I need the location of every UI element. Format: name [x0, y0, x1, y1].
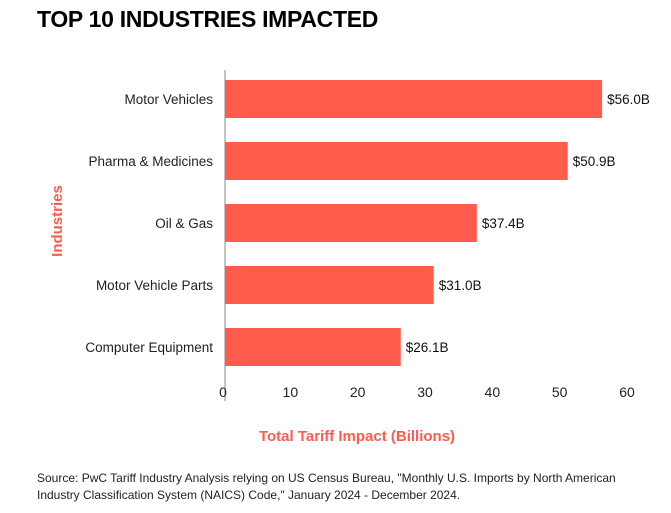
x-tick-labels: 0 10 20 30 40 50 60: [219, 384, 635, 400]
bar: [225, 80, 603, 118]
bars-group: [225, 80, 603, 366]
source-note: Source: PwC Tariff Industry Analysis rel…: [37, 471, 616, 502]
x-tick-label: 50: [552, 384, 568, 400]
x-tick-label: 0: [219, 384, 227, 400]
category-label: Oil & Gas: [155, 216, 213, 231]
category-labels: Motor Vehicles Pharma & Medicines Oil & Ga…: [85, 92, 213, 355]
category-label: Motor Vehicles: [124, 92, 213, 107]
chart-title: TOP 10 INDUSTRIES IMPACTED: [37, 6, 379, 32]
bar-chart: Motor Vehicles Pharma & Medicines Oil & Ga…: [49, 70, 650, 445]
x-tick-label: 10: [283, 384, 299, 400]
value-label: $56.0B: [607, 92, 650, 107]
value-label: $31.0B: [439, 278, 482, 293]
y-axis-label: Industries: [49, 185, 66, 257]
bar: [225, 142, 568, 180]
category-label: Motor Vehicle Parts: [96, 278, 213, 293]
value-label: $26.1B: [406, 340, 449, 355]
x-tick-label: 40: [485, 384, 501, 400]
bar: [225, 328, 401, 366]
x-tick-label: 60: [619, 384, 635, 400]
x-axis-label: Total Tariff Impact (Billions): [259, 428, 455, 445]
x-tick-label: 20: [350, 384, 366, 400]
bar: [225, 266, 434, 304]
value-label: $37.4B: [482, 216, 525, 231]
bar: [225, 204, 477, 242]
value-labels: $56.0B $50.9B $37.4B $31.0B $26.1B: [406, 92, 650, 355]
value-label: $50.9B: [573, 154, 616, 169]
category-label: Pharma & Medicines: [88, 154, 213, 169]
category-label: Computer Equipment: [85, 340, 213, 355]
x-tick-label: 30: [417, 384, 433, 400]
